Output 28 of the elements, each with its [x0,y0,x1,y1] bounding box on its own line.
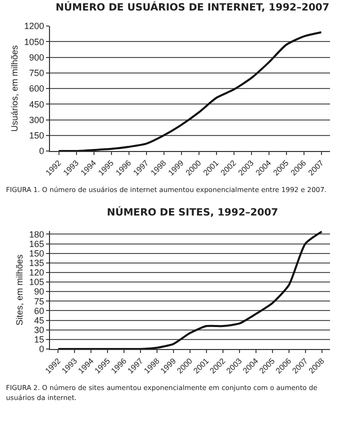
y-axis-title: Sites, em milhões [14,254,25,326]
line-series [57,231,323,349]
y-tick-label: 15 [34,334,44,345]
y-tick-label: 0 [39,146,44,156]
y-tick-label: 45 [34,315,44,326]
y-tick-label: 165 [29,238,44,249]
y-tick-label: 750 [29,68,44,78]
y-tick-label: 1050 [24,36,44,47]
chart-title: NÚMERO DE SITES, 1992–2007 [106,206,278,219]
y-tick-label: 180 [29,229,44,240]
y-tick-label: 150 [29,248,44,258]
y-tick-label: 450 [29,99,44,110]
line-series [58,31,322,151]
y-tick-label: 0 [39,344,44,354]
chart-title: NÚMERO DE USUÁRIOS DE INTERNET, 1992–2007 [56,0,330,14]
y-tick-label: 60 [34,306,44,316]
y-tick-label: 900 [29,52,44,62]
y-axis-title: Usuários, em milhões [10,44,20,132]
y-tick-label: 300 [29,114,44,125]
y-tick-label: 600 [29,84,44,94]
y-tick-label: 105 [29,277,44,288]
y-tick-label: 1200 [24,21,44,32]
y-tick-label: 135 [29,258,44,268]
y-tick-label: 75 [34,296,44,306]
y-tick-label: 120 [29,268,44,278]
y-tick-label: 150 [29,130,44,141]
y-tick-label: 30 [34,325,44,336]
y-tick-label: 90 [34,286,44,297]
